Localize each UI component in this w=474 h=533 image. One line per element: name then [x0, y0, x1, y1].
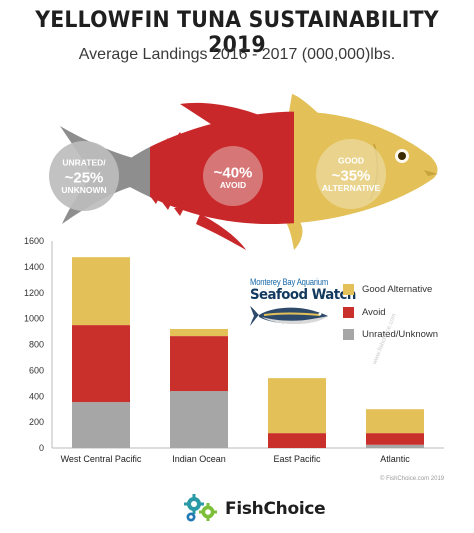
gear-fish-icon — [184, 494, 217, 522]
bar-0-unrated-unknown — [72, 402, 130, 448]
y-tick-label-7: 1400 — [24, 262, 44, 272]
legend-label-good: Good Alternative — [362, 283, 433, 295]
y-tick-label-8: 1600 — [24, 236, 44, 246]
avoid-badge — [203, 146, 263, 206]
bar-3-avoid — [366, 433, 424, 445]
badge-unrated-line-0: UNRATED/ — [62, 158, 106, 168]
finlets — [150, 132, 184, 216]
legend-label-avoid: Avoid — [362, 306, 386, 318]
y-tick-label-2: 400 — [29, 391, 44, 401]
y-tick-label-4: 800 — [29, 340, 44, 350]
badge-good-line-1: ~35% — [332, 168, 371, 185]
logo-text: FishChoice — [225, 499, 326, 519]
legend-avoid: Avoid — [343, 305, 386, 319]
bar-3-unrated-unknown — [366, 444, 424, 448]
bar-1-good-alternative — [170, 328, 228, 337]
tuna-mini-icon — [250, 306, 328, 326]
bar-1-unrated-unknown — [170, 391, 228, 448]
y-tick-label-0: 0 — [39, 443, 44, 453]
badge-good-line-0: GOOD — [338, 156, 364, 166]
y-tick-label-5: 1000 — [24, 314, 44, 324]
anal-fin — [196, 214, 246, 250]
seafood-watch-name: Seafood Watch — [250, 287, 356, 303]
bar-1-avoid — [170, 336, 228, 392]
legend-swatch-good — [343, 283, 354, 295]
legend-label-unrated: Unrated/Unknown — [362, 328, 439, 340]
seafood-watch-org: Monterey Bay Aquarium — [250, 277, 329, 287]
chart-subtitle: Average Landings 2016 - 2017 (000,000)lb… — [78, 46, 396, 63]
copyright: © FishChoice.com 2019 — [380, 476, 445, 482]
pectoral-fin — [286, 222, 303, 250]
bar-0-good-alternative — [72, 257, 130, 326]
y-tick-label-6: 1200 — [24, 288, 44, 298]
seafood-watch-logo: Monterey Bay Aquarium Seafood Watch — [250, 277, 356, 334]
bar-0-avoid — [72, 325, 130, 403]
badge-avoid-line-0: ~40% — [214, 164, 253, 181]
badge-unrated-line-1: ~25% — [65, 170, 104, 187]
good-badge — [316, 139, 386, 209]
badge-avoid-line-1: AVOID — [220, 180, 246, 190]
legend-swatch-avoid — [343, 306, 354, 318]
x-tick-label-0: West Central Pacific — [61, 454, 142, 464]
fishchoice-logo: FishChoice — [183, 494, 326, 524]
bar-2-avoid — [268, 433, 326, 448]
badge-good-line-2: ALTERNATIVE — [322, 183, 381, 193]
x-tick-label-1: Indian Ocean — [172, 454, 226, 464]
tuna-illustration: UNRATED/ ~25%UNKNOWN ~40%AVOID GOOD ~35%ALTE… — [49, 94, 438, 250]
badge-unrated-line-2: UNKNOWN — [61, 185, 106, 195]
y-tick-label-1: 200 — [29, 417, 44, 427]
x-tick-label-3: Atlantic — [380, 454, 410, 464]
x-tick-label-2: East Pacific — [273, 454, 321, 464]
bar-3-good-alternative — [366, 409, 424, 434]
chart-title: YELLOWFIN TUNA SUSTAINABILITY 2019 — [35, 8, 439, 58]
unrated-badge — [49, 141, 119, 211]
legend-unrated: Unrated/Unknown — [343, 327, 438, 341]
legend-swatch-unrated — [343, 328, 354, 340]
y-tick-label-3: 600 — [29, 365, 44, 375]
dorsal-fin — [180, 102, 262, 130]
legend-good-alternative: Good Alternative — [343, 282, 432, 296]
bar-2-good-alternative — [268, 378, 326, 434]
